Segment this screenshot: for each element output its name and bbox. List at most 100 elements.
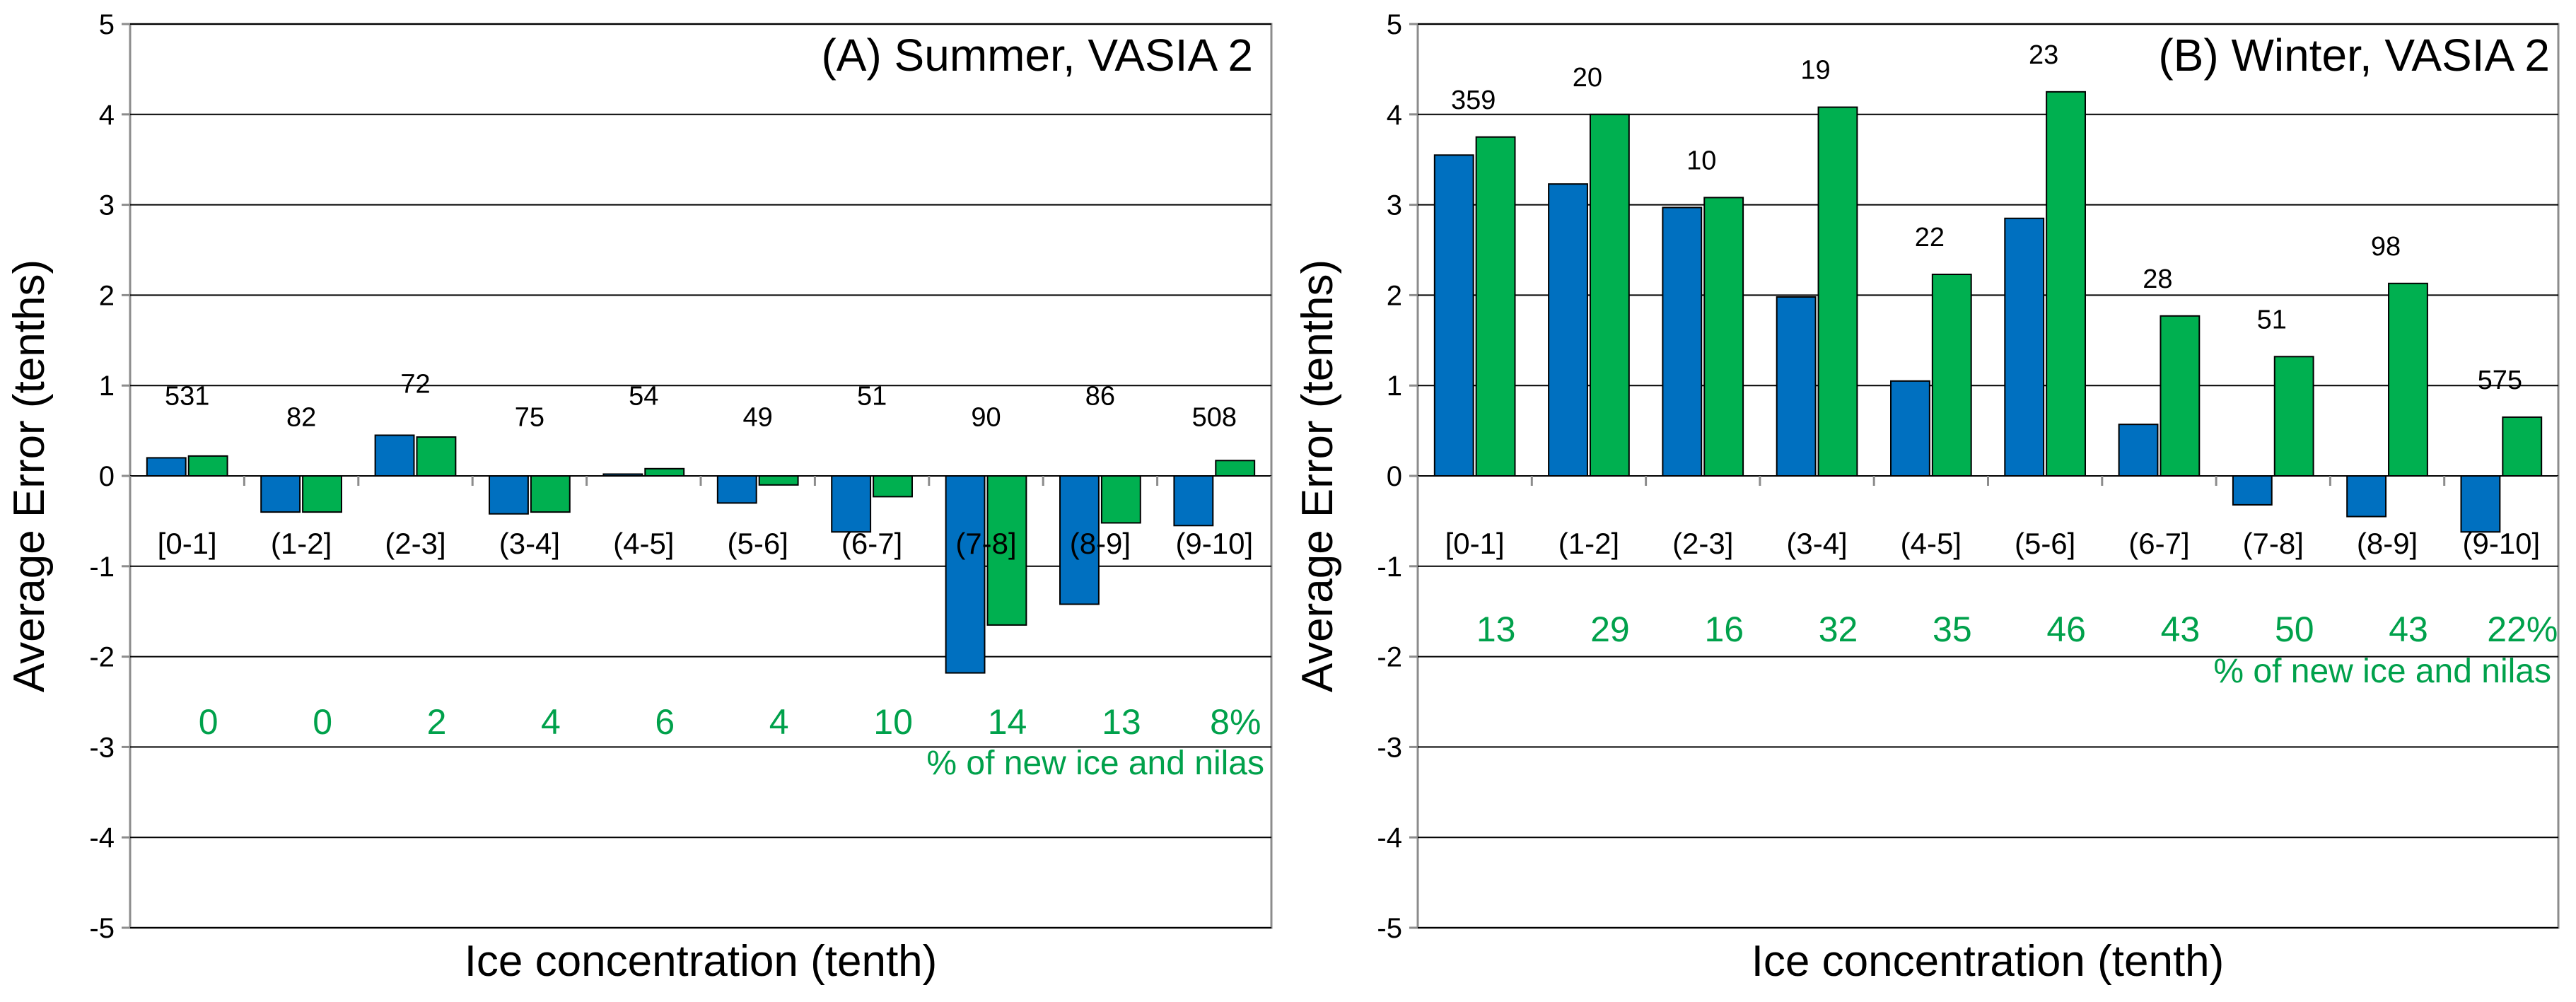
bar-series1 — [146, 457, 187, 477]
count-label: 90 — [971, 403, 1001, 433]
y-tick-label: 0 — [99, 461, 115, 492]
category-label: (2-3] — [1672, 527, 1733, 560]
bar-series2 — [1475, 136, 1516, 477]
count-label: 10 — [1686, 146, 1716, 175]
pct-new-ice-label: 14 — [988, 702, 1027, 742]
y-tick-label: 5 — [99, 9, 115, 40]
category-label: (1-2] — [1558, 527, 1619, 560]
count-label: 23 — [2029, 40, 2058, 70]
count-label: 22 — [1915, 223, 1945, 252]
count-label: 54 — [629, 382, 658, 412]
pct-new-ice-label: 13 — [1102, 702, 1141, 742]
bar-series2 — [416, 436, 457, 477]
category-label: (5-6] — [728, 527, 788, 560]
category-label: [0-1] — [158, 527, 217, 560]
bar-series1 — [2232, 475, 2273, 506]
y-tick-label: -3 — [1377, 732, 1402, 763]
y-tick-label: -4 — [89, 822, 115, 854]
category-label: (4-5] — [1901, 527, 1962, 560]
count-label: 531 — [165, 382, 209, 412]
pct-new-ice-label: 43 — [2161, 610, 2201, 649]
count-label: 575 — [2478, 366, 2522, 395]
category-label: (6-7] — [2128, 527, 2189, 560]
bar-series1 — [945, 475, 986, 674]
category-label: (7-8] — [955, 527, 1016, 560]
bar-series1 — [489, 475, 529, 515]
pct-new-ice-label: 2 — [427, 702, 447, 742]
y-tick-label: -2 — [89, 642, 115, 673]
count-label: 508 — [1192, 403, 1237, 433]
category-label: (4-5] — [613, 527, 674, 560]
y-tick-label: 0 — [1387, 461, 1402, 492]
y-tick-label: 2 — [1387, 280, 1402, 311]
pct-new-ice-label: 35 — [1933, 610, 1972, 649]
bar-series1 — [1059, 475, 1100, 605]
count-label: 51 — [857, 382, 887, 412]
y-tick-label: -5 — [1377, 913, 1402, 944]
category-label: (8-9] — [2357, 527, 2418, 560]
y-tick-label: -1 — [89, 552, 115, 583]
bar-series1 — [1890, 380, 1930, 477]
pct-new-ice-label: 13 — [1476, 610, 1516, 649]
y-axis-label: Average Error (tenths) — [5, 260, 54, 692]
y-tick-label: -3 — [89, 732, 115, 763]
bar-series1 — [1662, 206, 1703, 477]
bar-series1 — [2004, 217, 2045, 477]
bar-series1 — [1776, 296, 1817, 477]
pct-new-ice-label: 16 — [1704, 610, 1744, 649]
y-tick-label: 1 — [1387, 371, 1402, 402]
bar-series2 — [1589, 113, 1630, 477]
bar-series1 — [2118, 424, 2159, 477]
count-label: 49 — [743, 403, 773, 433]
bar-series2 — [302, 475, 342, 513]
pct-note: % of new ice and nilas — [2213, 653, 2551, 690]
pct-new-ice-label: 29 — [1590, 610, 1630, 649]
bar-series2 — [187, 455, 228, 477]
category-label: (3-4] — [1786, 527, 1847, 560]
y-tick-label: -5 — [89, 913, 115, 944]
y-tick-label: 4 — [1387, 100, 1402, 131]
category-label: (1-2] — [271, 527, 332, 560]
bar-series2 — [1100, 475, 1141, 524]
category-label: (2-3] — [385, 527, 445, 560]
count-label: 82 — [286, 403, 316, 433]
bar-series2 — [2502, 416, 2543, 477]
panel-a-summer: 543210-1-2-3-4-5[0-1]5310(1-2]820(2-3]72… — [5, 9, 1273, 986]
bar-series2 — [644, 467, 685, 477]
pct-new-ice-label: 0 — [199, 702, 218, 742]
pct-new-ice-label: 4 — [541, 702, 561, 742]
category-label: (9-10] — [2462, 527, 2540, 560]
bar-series1 — [260, 475, 301, 513]
category-label: (7-8] — [2243, 527, 2304, 560]
pct-note: % of new ice and nilas — [926, 745, 1264, 782]
panel-b-winter: 543210-1-2-3-4-5[0-1]35913(1-2]2029(2-3]… — [1293, 9, 2560, 986]
category-label: (6-7] — [841, 527, 902, 560]
count-label: 19 — [1800, 56, 1830, 86]
y-tick-label: 1 — [99, 371, 115, 402]
category-label: (5-6] — [2015, 527, 2075, 560]
x-axis-label: Ice concentration (tenth) — [465, 937, 938, 986]
pct-new-ice-label: 4 — [769, 702, 789, 742]
count-label: 359 — [1451, 86, 1496, 115]
y-axis-label: Average Error (tenths) — [1293, 260, 1342, 692]
count-label: 75 — [515, 403, 544, 433]
count-label: 28 — [2143, 264, 2172, 294]
y-tick-label: -2 — [1377, 642, 1402, 673]
count-label: 86 — [1085, 382, 1115, 412]
bar-series2 — [758, 475, 799, 486]
bar-series1 — [374, 434, 415, 477]
bar-series1 — [716, 475, 757, 504]
pct-new-ice-label: 0 — [313, 702, 332, 742]
pct-new-ice-label: 46 — [2046, 610, 2086, 649]
count-label: 51 — [2257, 305, 2287, 334]
bar-series2 — [1703, 197, 1744, 477]
pct-new-ice-label: 43 — [2389, 610, 2428, 649]
pct-new-ice-label: 8% — [1210, 702, 1261, 742]
bar-series2 — [1817, 106, 1858, 477]
pct-new-ice-label: 10 — [873, 702, 913, 742]
pct-new-ice-label: 50 — [2275, 610, 2314, 649]
y-tick-label: 2 — [99, 280, 115, 311]
pct-new-ice-label: 22% — [2487, 610, 2558, 649]
pct-new-ice-label: 32 — [1819, 610, 1858, 649]
